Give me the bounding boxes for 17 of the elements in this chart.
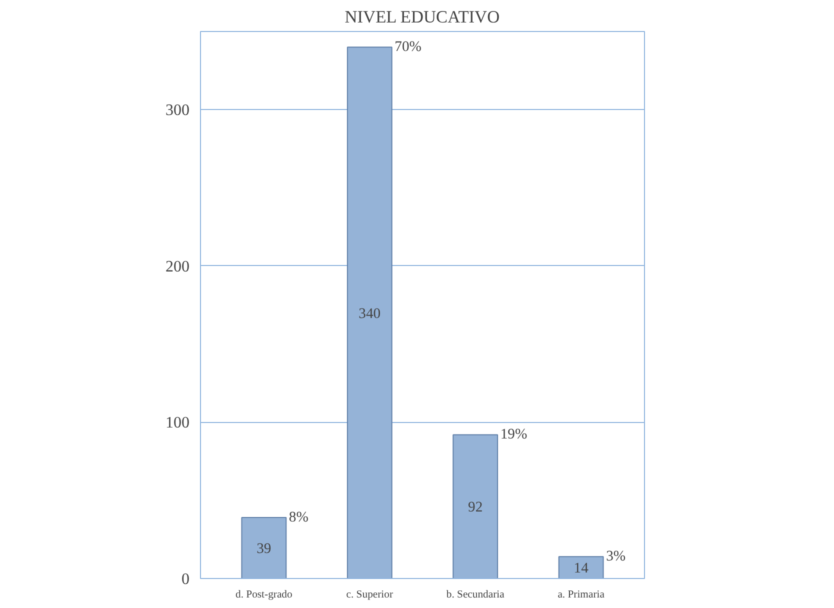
y-tick-label: 300: [166, 102, 190, 120]
chart-title: NIVEL EDUCATIVO: [344, 8, 500, 26]
annotation: 19%: [500, 426, 528, 443]
data-label: 39: [256, 541, 272, 558]
annotation: 8%: [288, 510, 308, 526]
x-tick-label: c. Superior: [346, 590, 394, 600]
x-tick-label: a. Primaria: [558, 590, 605, 600]
y-tick-label: 200: [166, 258, 190, 276]
x-tick-label: d. Post-grado: [236, 590, 292, 600]
y-tick-label: 0: [182, 571, 190, 588]
data-label: 92: [468, 500, 483, 516]
x-tick-label: b. Secundaria: [446, 590, 505, 600]
data-label: 14: [574, 560, 590, 577]
data-label: 340: [358, 306, 381, 322]
annotation: 3%: [606, 548, 626, 565]
annotation: 70%: [394, 39, 422, 56]
y-tick-label: 100: [166, 414, 190, 432]
